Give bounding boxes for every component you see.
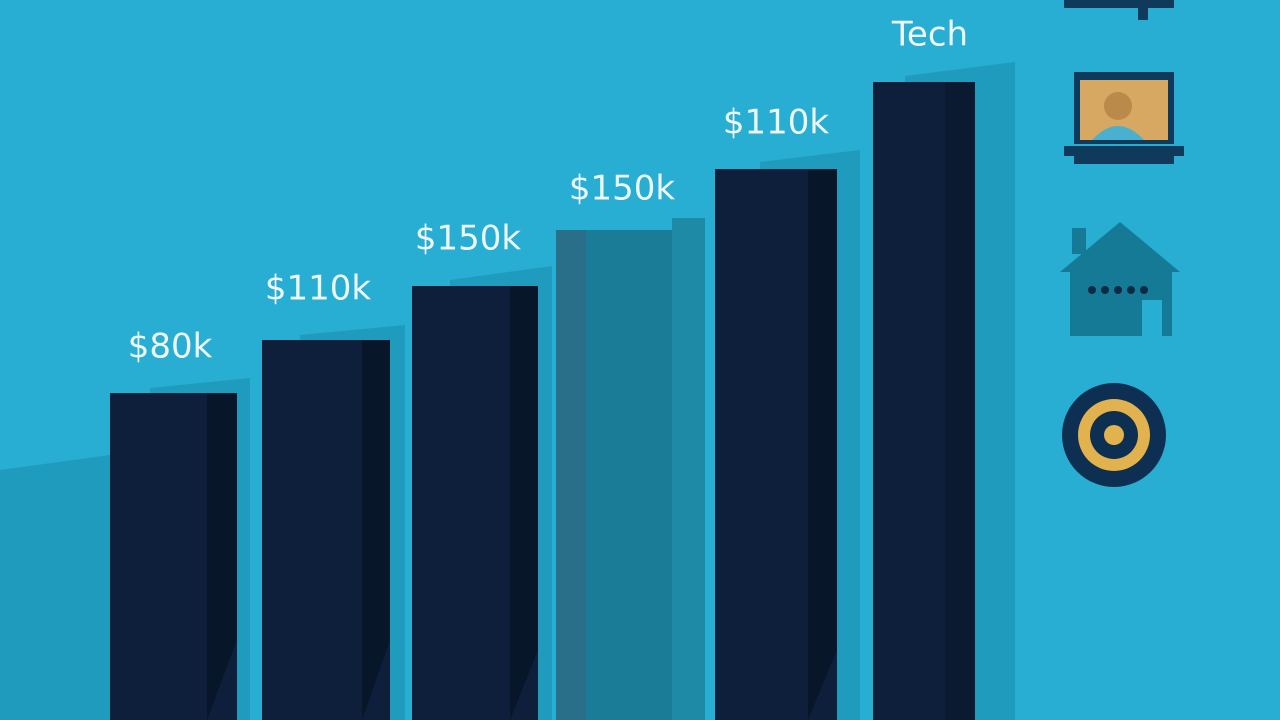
bar-label: $150k bbox=[569, 169, 676, 209]
laptop-icon bbox=[1064, 72, 1184, 164]
bar bbox=[556, 218, 705, 720]
bar bbox=[873, 82, 975, 720]
bar-label: $80k bbox=[128, 327, 213, 367]
target-icon bbox=[1062, 383, 1166, 487]
bar bbox=[412, 286, 538, 720]
bar-label: Tech bbox=[891, 15, 968, 55]
house-icon bbox=[1060, 222, 1180, 336]
monitor-icon bbox=[1064, 0, 1174, 20]
shadow bbox=[0, 455, 110, 720]
bar-label: $150k bbox=[415, 219, 522, 259]
bar bbox=[715, 169, 837, 720]
bar-label: $110k bbox=[265, 269, 372, 309]
bar bbox=[262, 340, 390, 720]
bar bbox=[110, 393, 237, 720]
bar-label: $110k bbox=[723, 103, 830, 143]
